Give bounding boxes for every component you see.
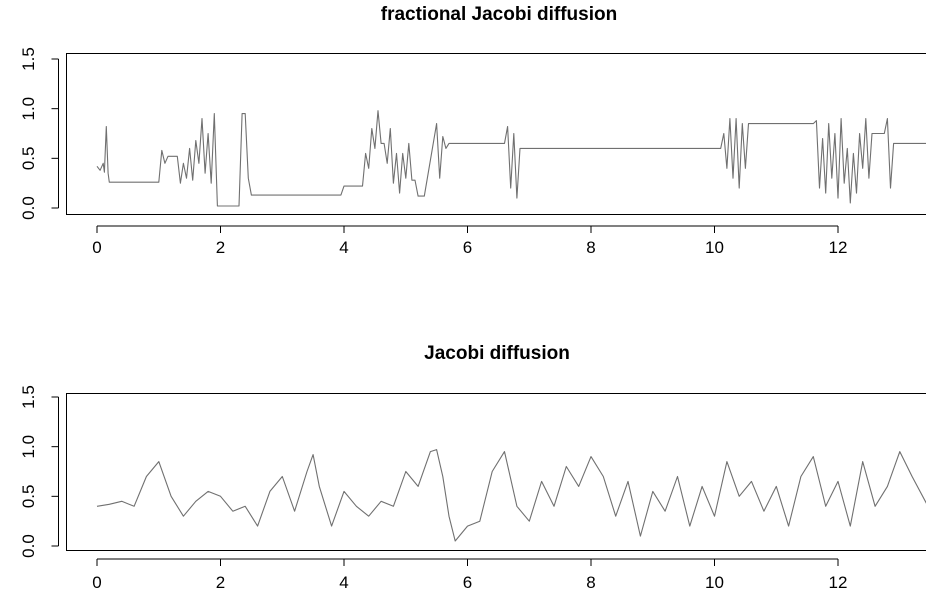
x-axis: 0 2 4 6 8 10 12 (92, 225, 848, 257)
y-tick-label: 0.0 (19, 196, 38, 220)
x-tick-label: 8 (586, 573, 595, 592)
x-tick-label: 8 (586, 238, 595, 257)
chart-title: fractional Jacobi diffusion (381, 4, 617, 25)
x-tick-label: 6 (463, 238, 472, 257)
x-tick-label: 0 (92, 573, 101, 592)
jacobi-chart: Jacobi diffusion 0 2 4 6 8 10 12 0.0 0.5 1.0 1.5 (19, 343, 926, 592)
y-axis: 0.0 0.5 1.0 1.5 (19, 385, 59, 558)
x-tick-label: 4 (339, 573, 348, 592)
plot-area (96, 449, 926, 542)
y-tick-label: 1.5 (19, 385, 38, 409)
x-tick-label: 12 (829, 573, 848, 592)
chart-title: Jacobi diffusion (424, 343, 570, 364)
x-tick-label: 10 (705, 573, 724, 592)
plot-frame (66, 393, 926, 551)
fractional-jacobi-chart: fractional Jacobi diffusion 0 2 4 6 8 10 12 0.… (19, 4, 926, 257)
x-tick-label: 2 (216, 238, 225, 257)
x-axis: 0 2 4 6 8 10 12 (92, 558, 848, 592)
x-tick-label: 2 (216, 573, 225, 592)
x-tick-label: 10 (705, 238, 724, 257)
y-tick-label: 1.0 (19, 435, 38, 459)
x-tick-label: 4 (339, 238, 348, 257)
y-tick-label: 0.5 (19, 147, 38, 171)
x-tick-label: 0 (92, 238, 101, 257)
plot-area (96, 110, 926, 207)
series-line (96, 449, 926, 542)
y-axis: 0.0 0.5 1.0 1.5 (19, 47, 59, 220)
y-tick-label: 0.5 (19, 485, 38, 509)
y-tick-label: 1.0 (19, 97, 38, 121)
y-tick-label: 0.0 (19, 534, 38, 558)
y-tick-label: 1.5 (19, 47, 38, 71)
plot-frame (66, 53, 926, 215)
x-tick-label: 6 (463, 573, 472, 592)
x-tick-label: 12 (829, 238, 848, 257)
series-line (96, 110, 926, 207)
